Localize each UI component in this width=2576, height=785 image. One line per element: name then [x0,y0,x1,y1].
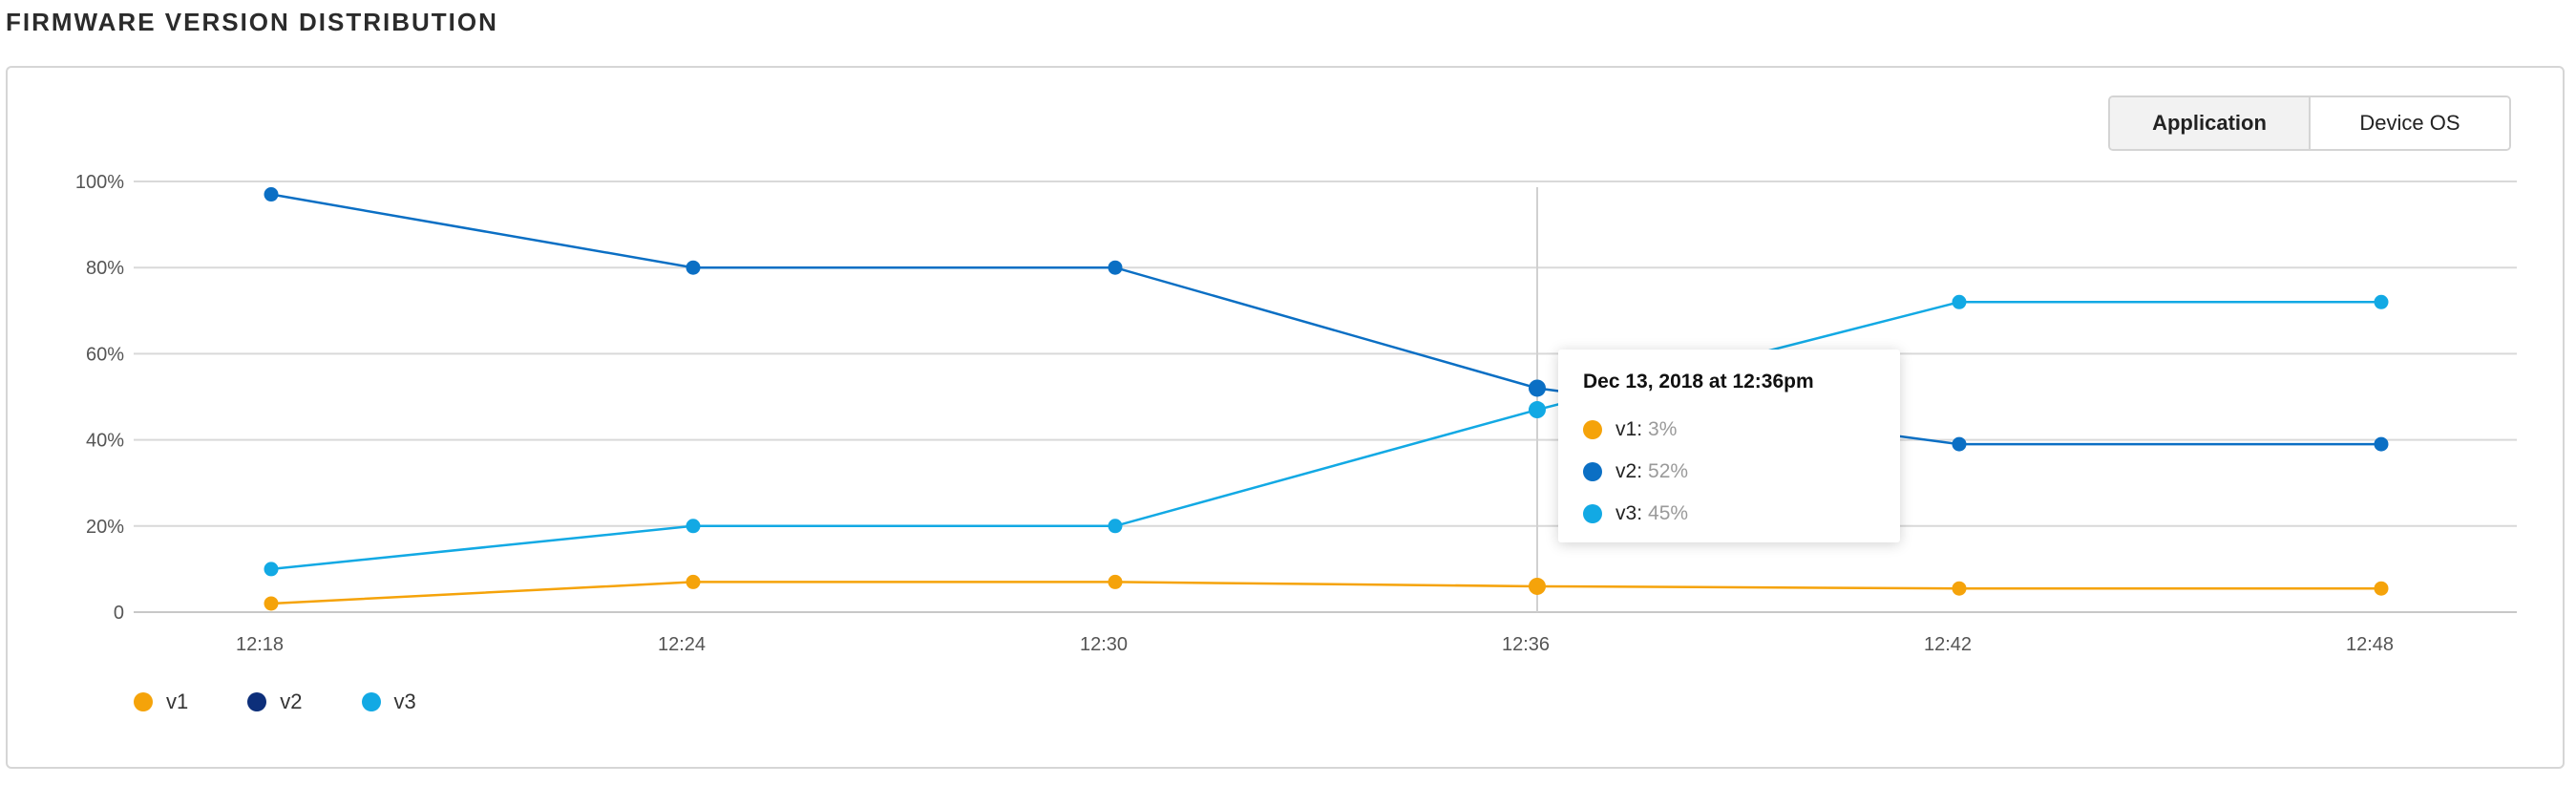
y-tick-label-80: 80% [86,258,124,279]
tooltip-name-v1: v1 [1615,418,1637,440]
tooltip-dot-v1 [1583,420,1602,439]
y-tick-label-0: 0 [114,603,124,624]
toggle-device-os-button[interactable]: Device OS [2309,97,2509,149]
firmware-type-toggle: Application Device OS [2108,95,2511,151]
data-point-v3-5 [2374,294,2389,309]
data-point-v1-5 [2374,581,2389,596]
data-point-v3-1 [686,519,701,534]
data-point-v1-0 [264,596,279,611]
legend-label-v3: v3 [393,690,416,713]
legend-label-v1: v1 [166,690,189,713]
tooltip-name-v3: v3 [1615,502,1637,524]
data-point-v3-4 [1952,294,1967,309]
chart-tooltip: Dec 13, 2018 at 12:36pm v1:3% v2:52% v3:… [1558,350,1900,542]
legend-label-v2: v2 [280,690,303,713]
x-tick-label-1230: 12:30 [1080,634,1128,655]
y-tick-label-20: 20% [86,517,124,538]
tooltip-row-v1: v1:3% [1583,409,1875,451]
series-line-v2 [270,193,2381,446]
tooltip-dot-v3 [1583,504,1602,523]
tooltip-row-v3: v3:45% [1583,493,1875,535]
x-tick-label-1236: 12:36 [1502,634,1550,655]
tooltip-title: Dec 13, 2018 at 12:36pm [1583,371,1814,392]
legend-dot-v3 [361,692,381,711]
data-point-v3-3 [1529,401,1546,419]
legend-item-v1[interactable]: v1 [134,690,188,714]
toggle-application-button[interactable]: Application [2110,97,2309,149]
chart-legend: v1 v2 v3 [134,690,475,714]
legend-dot-v2 [247,692,267,711]
legend-dot-v1 [134,692,153,711]
tooltip-value-v1: 3% [1648,418,1678,440]
y-tick-label-100: 100% [75,172,124,193]
tooltip-value-v3: 45% [1648,502,1689,524]
data-point-v2-3 [1529,379,1546,397]
data-point-v2-1 [686,260,701,275]
page-title: FIRMWARE VERSION DISTRIBUTION [6,8,498,36]
x-tick-label-1218: 12:18 [236,634,284,655]
legend-item-v2[interactable]: v2 [247,690,303,714]
tooltip-name-v2: v2 [1615,460,1637,482]
chart-card [6,66,2565,769]
data-point-v2-0 [264,187,279,202]
data-point-v2-2 [1108,260,1123,275]
data-point-v3-0 [264,562,279,577]
data-point-v1-1 [686,574,701,589]
y-tick-label-40: 40% [86,431,124,452]
x-tick-label-1248: 12:48 [2346,634,2394,655]
y-tick-label-60: 60% [86,344,124,365]
series-line-v3 [270,301,2381,571]
x-tick-label-1242: 12:42 [1924,634,1972,655]
data-point-v2-5 [2374,436,2389,452]
series-line-v1 [270,581,2381,605]
x-tick-label-1224: 12:24 [658,634,706,655]
data-point-v1-4 [1952,581,1967,596]
tooltip-value-v2: 52% [1648,460,1689,482]
legend-item-v3[interactable]: v3 [361,690,416,714]
tooltip-dot-v2 [1583,462,1602,481]
tooltip-row-v2: v2:52% [1583,451,1875,493]
data-point-v3-2 [1108,519,1123,534]
data-point-v1-3 [1529,577,1546,595]
data-point-v2-4 [1952,436,1967,452]
data-point-v1-2 [1108,574,1123,589]
